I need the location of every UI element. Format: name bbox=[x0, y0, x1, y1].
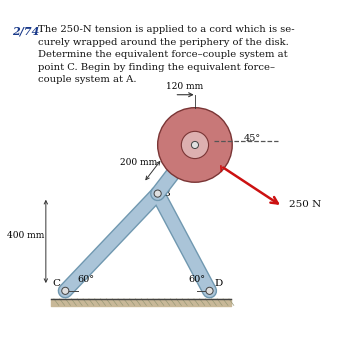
Circle shape bbox=[181, 131, 209, 159]
Circle shape bbox=[158, 108, 232, 182]
Text: 250 N: 250 N bbox=[289, 200, 321, 209]
Circle shape bbox=[154, 190, 161, 197]
Text: The 250-N tension is applied to a cord which is se-
curely wrapped around the pe: The 250-N tension is applied to a cord w… bbox=[38, 25, 294, 84]
Text: 400 mm: 400 mm bbox=[7, 231, 44, 240]
Text: C: C bbox=[53, 279, 61, 288]
Text: A: A bbox=[200, 140, 207, 150]
Text: 60°: 60° bbox=[189, 275, 206, 284]
Text: 200 mm: 200 mm bbox=[120, 158, 157, 167]
Text: D: D bbox=[214, 279, 222, 288]
Text: 2/74: 2/74 bbox=[12, 25, 39, 36]
Text: 60°: 60° bbox=[78, 275, 94, 284]
Circle shape bbox=[206, 287, 213, 294]
Text: 120 mm: 120 mm bbox=[166, 82, 203, 92]
Circle shape bbox=[62, 287, 69, 294]
Text: B: B bbox=[162, 189, 170, 198]
Text: 45°: 45° bbox=[244, 134, 261, 143]
Circle shape bbox=[191, 141, 199, 149]
